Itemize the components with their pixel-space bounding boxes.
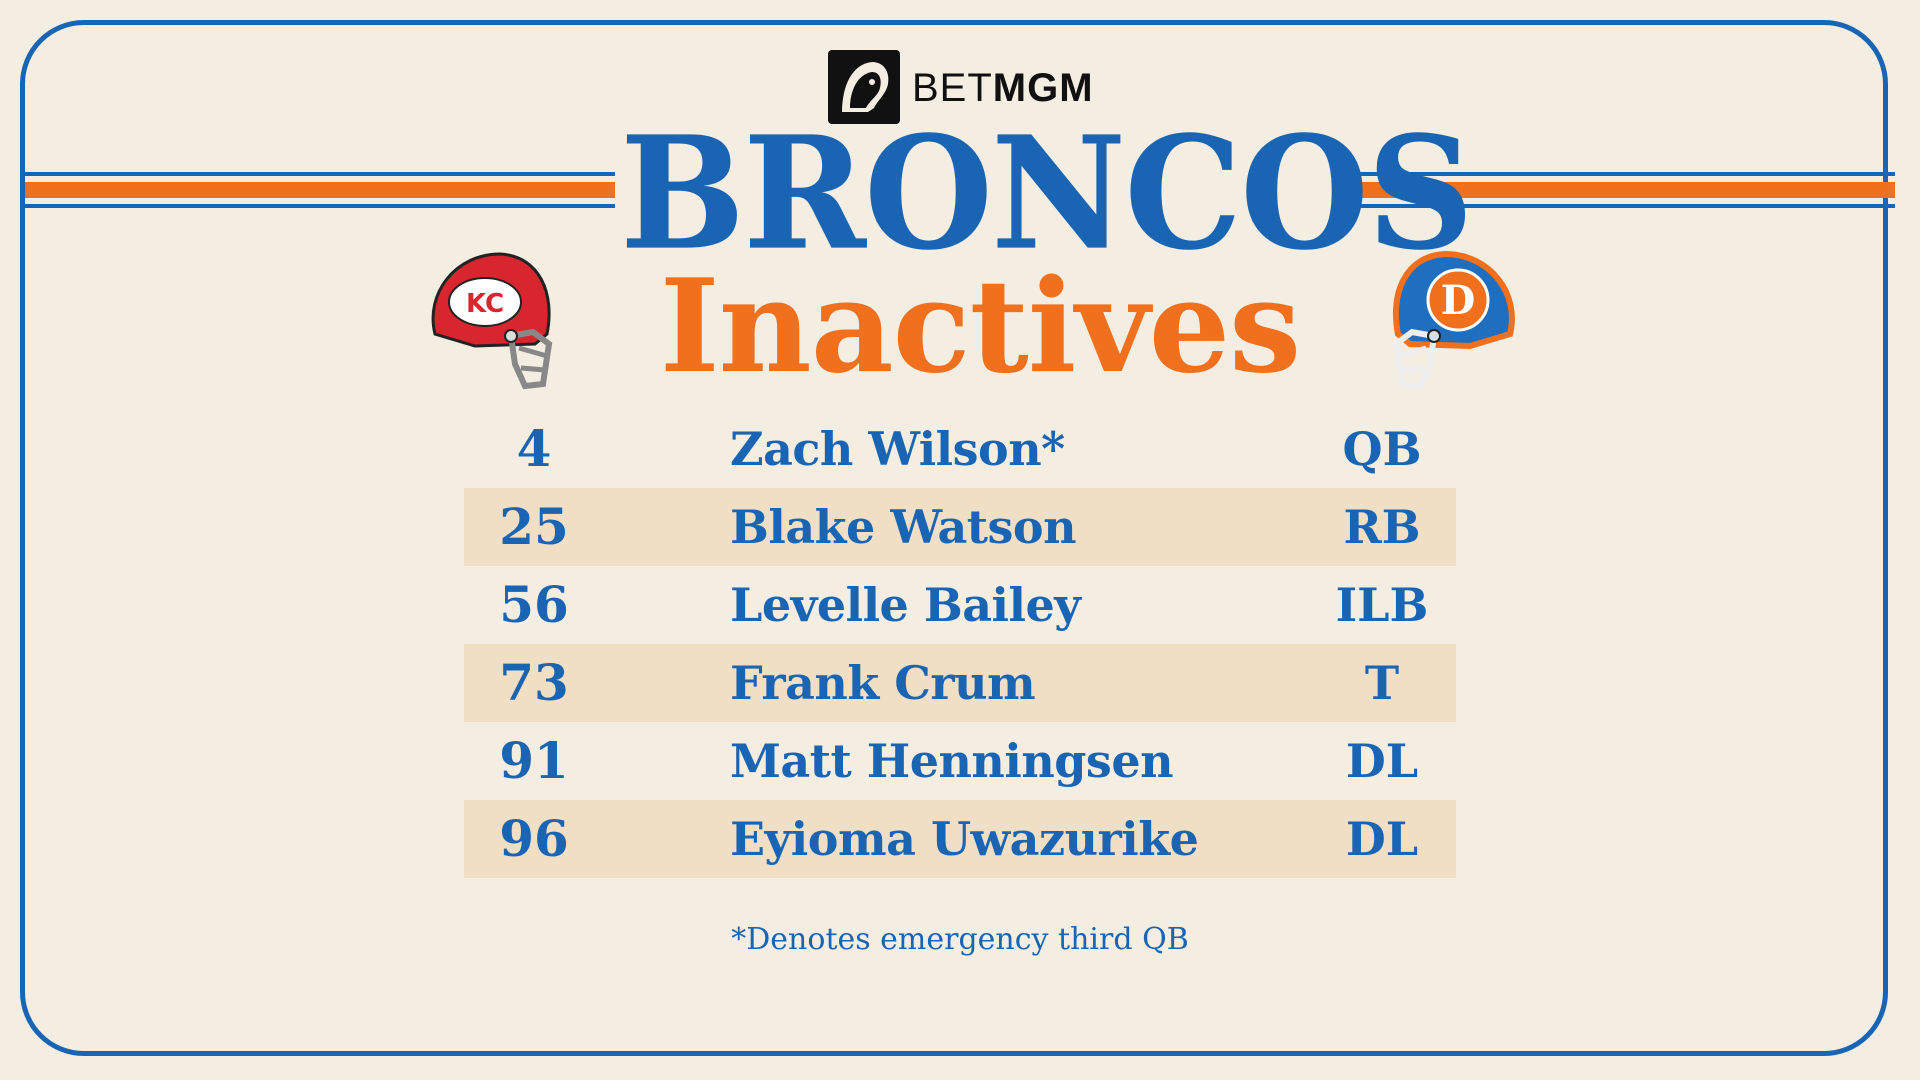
brand-wordmark: BETMGM <box>912 66 1094 111</box>
right-stripes <box>1337 172 1895 212</box>
page-title: BRONCOS <box>620 101 1474 285</box>
left-stripes <box>25 172 615 212</box>
outer-frame <box>20 20 1888 1056</box>
chiefs-helmet-icon: KC <box>431 252 553 390</box>
inactives-table: 4 Zach Wilson* QB 25 Blake Watson RB 56 … <box>464 410 1456 878</box>
player-position: DL <box>1345 812 1419 866</box>
player-position: QB <box>1342 422 1422 476</box>
table-row: 56 Levelle Bailey ILB <box>464 566 1456 644</box>
player-position: T <box>1364 656 1400 710</box>
lion-icon <box>828 50 900 124</box>
kc-logo-text: KC <box>466 289 504 319</box>
player-name: Zach Wilson* <box>730 422 1065 476</box>
betmgm-logo: BETMGM <box>828 50 1098 124</box>
player-name: Levelle Bailey <box>730 578 1081 632</box>
table-row: 96 Eyioma Uwazurike DL <box>464 800 1456 878</box>
player-name: Matt Henningsen <box>730 734 1174 788</box>
player-name: Blake Watson <box>730 500 1077 554</box>
jersey-number: 96 <box>499 809 569 868</box>
player-position: ILB <box>1335 578 1429 632</box>
broncos-helmet-icon: D <box>1392 250 1515 390</box>
player-position: RB <box>1343 500 1421 554</box>
player-name: Eyioma Uwazurike <box>730 812 1199 866</box>
player-name: Frank Crum <box>730 656 1036 710</box>
player-position: DL <box>1345 734 1419 788</box>
jersey-number: 25 <box>499 497 569 556</box>
jersey-number: 4 <box>516 419 552 478</box>
brand-part-mgm: MGM <box>992 66 1094 110</box>
jersey-number: 91 <box>499 731 569 790</box>
table-row: 25 Blake Watson RB <box>464 488 1456 566</box>
footnote: *Denotes emergency third QB <box>731 922 1189 957</box>
jersey-number: 56 <box>499 575 569 634</box>
brand-part-bet: BET <box>912 66 993 110</box>
table-row: 4 Zach Wilson* QB <box>464 410 1456 488</box>
table-row: 91 Matt Henningsen DL <box>464 722 1456 800</box>
page-subtitle: Inactives <box>659 252 1301 402</box>
table-row: 73 Frank Crum T <box>464 644 1456 722</box>
jersey-number: 73 <box>499 653 569 712</box>
den-logo-text: D <box>1441 277 1476 324</box>
